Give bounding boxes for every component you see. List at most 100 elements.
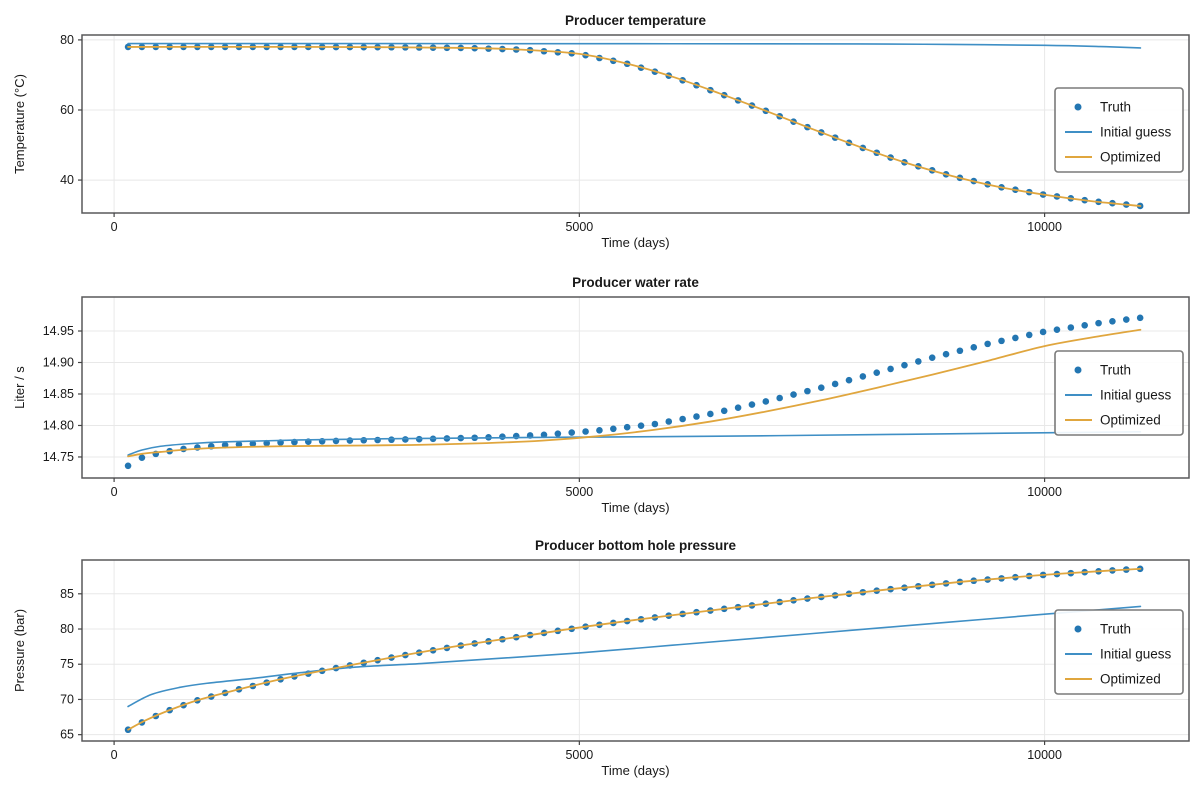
- data-point: [623, 423, 631, 431]
- data-point: [790, 391, 797, 398]
- y-tick-label: 70: [60, 692, 74, 706]
- y-tick-label: 80: [60, 33, 74, 47]
- data-point: [804, 387, 811, 395]
- data-point: [596, 427, 603, 434]
- legend-frame: [1054, 609, 1184, 695]
- legend-item-initial_guess: Initial guess: [1065, 388, 1172, 403]
- legend-marker-dot: [1074, 366, 1082, 374]
- data-point: [942, 350, 950, 358]
- data-point: [374, 436, 381, 444]
- data-point: [388, 436, 395, 444]
- data-point: [831, 380, 839, 388]
- data-point: [679, 415, 686, 423]
- legend-item-truth: Truth: [1074, 622, 1131, 637]
- legend: Truth Initial guess Optimized: [1054, 350, 1184, 436]
- plot-area: [124, 314, 1144, 470]
- axes-frame: [81, 296, 1190, 479]
- series-optimized: [127, 567, 1142, 731]
- data-point: [402, 436, 409, 443]
- series-optimized: [127, 328, 1142, 458]
- legend-label: Optimized: [1100, 672, 1161, 687]
- data-point: [540, 431, 548, 439]
- legend-marker-dot: [1074, 625, 1082, 633]
- plot-area: [124, 42, 1144, 210]
- legend-label: Initial guess: [1100, 647, 1172, 662]
- legend-item-optimized: Optimized: [1065, 150, 1161, 165]
- data-point: [1081, 322, 1088, 329]
- data-point: [748, 401, 756, 408]
- data-point: [845, 376, 853, 384]
- legend-label: Optimized: [1100, 150, 1161, 165]
- legend-item-optimized: Optimized: [1065, 413, 1161, 428]
- data-point: [138, 454, 146, 461]
- chart-title: Producer bottom hole pressure: [535, 538, 737, 553]
- data-point: [970, 344, 978, 351]
- x-tick-label: 5000: [565, 748, 593, 762]
- data-point: [998, 337, 1005, 345]
- legend-marker-dot: [1074, 103, 1082, 111]
- legend: Truth Initial guess Optimized: [1054, 609, 1184, 695]
- data-point: [887, 365, 894, 373]
- x-tick-label: 10000: [1027, 748, 1062, 762]
- data-point: [249, 440, 257, 448]
- data-point: [1067, 324, 1075, 331]
- data-point: [859, 373, 867, 380]
- x-axis-label: Time (days): [601, 235, 669, 250]
- y-tick-label: 14.90: [43, 355, 74, 369]
- series-initial_guess: [127, 430, 1142, 456]
- data-point: [915, 358, 922, 365]
- legend-label: Optimized: [1100, 413, 1161, 428]
- legend-item-initial_guess: Initial guess: [1065, 647, 1172, 662]
- plot-area: [124, 565, 1144, 734]
- chart-producer-temperature: 0 5000 10000 40 60 80 Producer temperature Time…: [12, 13, 1190, 250]
- data-point: [873, 369, 881, 376]
- y-tick-label: 14.75: [43, 450, 74, 464]
- x-tick-label: 10000: [1027, 220, 1062, 234]
- data-point: [610, 425, 617, 433]
- y-axis-label: Liter / s: [12, 366, 27, 409]
- legend-item-truth: Truth: [1074, 363, 1131, 378]
- y-axis-label: Temperature (°C): [12, 74, 27, 174]
- series-initial_guess: [127, 605, 1142, 708]
- series-optimized: [127, 45, 1142, 207]
- data-point: [582, 428, 589, 435]
- data-point: [707, 410, 714, 418]
- series-initial_guess: [127, 42, 1142, 49]
- y-tick-label: 75: [60, 657, 74, 671]
- data-point: [1039, 328, 1047, 336]
- data-point: [901, 361, 908, 369]
- data-point: [1012, 334, 1019, 342]
- y-axis-label: Pressure (bar): [12, 609, 27, 692]
- chart-title: Producer water rate: [572, 275, 699, 290]
- data-point: [984, 340, 991, 348]
- legend-item-optimized: Optimized: [1065, 672, 1161, 687]
- data-point: [734, 404, 742, 412]
- y-tick-label: 65: [60, 728, 74, 742]
- data-point: [332, 437, 340, 445]
- x-tick-label: 0: [111, 748, 118, 762]
- x-axis-label: Time (days): [601, 763, 669, 778]
- x-tick-label: 10000: [1027, 485, 1062, 499]
- chart-title: Producer temperature: [565, 13, 707, 28]
- data-point: [956, 347, 964, 355]
- data-point: [1095, 319, 1102, 327]
- legend-label: Truth: [1100, 100, 1131, 115]
- data-point: [554, 430, 562, 437]
- data-point: [124, 462, 132, 470]
- data-point: [1136, 314, 1144, 322]
- data-point: [637, 422, 645, 429]
- y-tick-label: 14.80: [43, 418, 74, 432]
- chart-producer-water-rate: 0 5000 10000 14.75 14.80 14.85 14.90 14.95 Produ…: [12, 275, 1190, 515]
- data-point: [499, 433, 506, 441]
- x-tick-label: 5000: [565, 220, 593, 234]
- data-point: [346, 437, 354, 444]
- data-point: [651, 420, 659, 428]
- data-point: [762, 398, 770, 405]
- series-truth: [124, 565, 1144, 734]
- y-tick-label: 14.95: [43, 324, 74, 338]
- x-tick-label: 5000: [565, 485, 593, 499]
- legend-item-truth: Truth: [1074, 100, 1131, 115]
- legend-label: Truth: [1100, 622, 1131, 637]
